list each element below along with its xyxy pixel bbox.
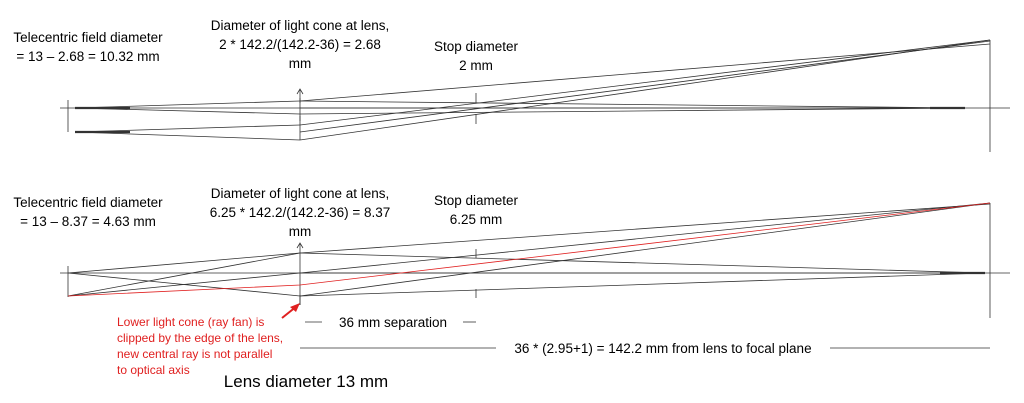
stop-label: 2 mm bbox=[459, 58, 493, 73]
field-label: Telecentric field diameter bbox=[13, 30, 163, 45]
cone-label: 2 * 142.2/(142.2-36) = 2.68 bbox=[219, 37, 381, 52]
cone-label: Diameter of light cone at lens, bbox=[211, 18, 390, 33]
field-label: = 13 – 2.68 = 10.32 mm bbox=[16, 49, 159, 64]
lens-label: Lens diameter 13 mm bbox=[224, 372, 388, 391]
clip-note: Lower light cone (ray fan) is clipped by… bbox=[117, 315, 283, 377]
field-label: = 13 – 8.37 = 4.63 mm bbox=[20, 214, 156, 229]
clip-note-line: new central ray is not parallel bbox=[117, 347, 272, 361]
stop-label: Stop diameter bbox=[434, 193, 519, 208]
stop-label: 6.25 mm bbox=[450, 212, 503, 227]
top-optics bbox=[60, 39, 1010, 152]
cone-label: mm bbox=[289, 224, 312, 239]
field-label: Telecentric field diameter bbox=[13, 195, 163, 210]
stop-label: Stop diameter bbox=[434, 39, 519, 54]
clip-note-line: clipped by the edge of the lens, bbox=[117, 331, 283, 345]
cone-label: 6.25 * 142.2/(142.2-36) = 8.37 bbox=[210, 205, 391, 220]
separation-label: 36 mm separation bbox=[339, 315, 447, 330]
clip-note-line: to optical axis bbox=[117, 363, 190, 377]
cone-label: mm bbox=[289, 56, 312, 71]
focal-distance-label: 36 * (2.95+1) = 142.2 mm from lens to fo… bbox=[514, 341, 811, 356]
cone-label: Diameter of light cone at lens, bbox=[211, 186, 390, 201]
clip-note-line: Lower light cone (ray fan) is bbox=[117, 315, 264, 329]
bottom-optics bbox=[60, 202, 1010, 349]
arrow-head bbox=[290, 303, 300, 312]
